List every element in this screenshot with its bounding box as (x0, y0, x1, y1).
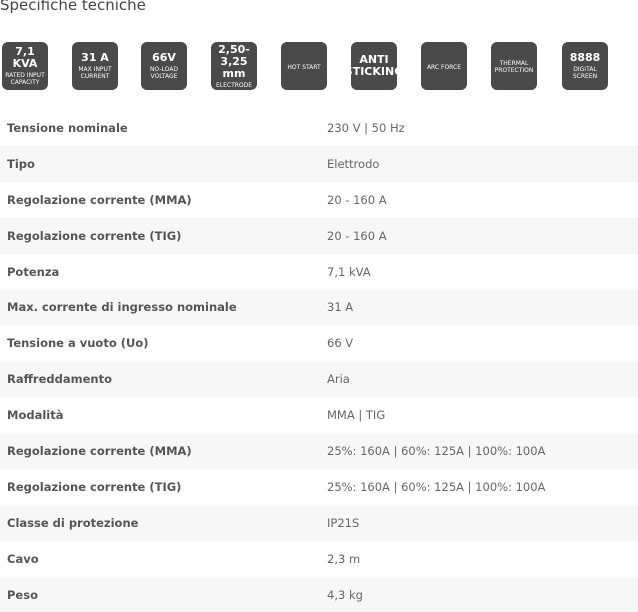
spec-value: 25%: 160A | 60%: 125A | 100%: 100A (327, 443, 546, 458)
table-row: Tensione a vuoto (Uo) 66 V (0, 325, 638, 361)
spec-label: Tensione a vuoto (Uo) (7, 336, 149, 351)
feature-icon: HOT START (281, 42, 327, 90)
spec-value: 20 - 160 A (327, 228, 387, 243)
icon-caption: RATED INPUT CAPACITY (5, 72, 45, 86)
table-row: Cavo 2,3 m (0, 541, 638, 577)
spec-value: 7,1 kVA (327, 264, 371, 279)
feature-icon: ARC FORCE (421, 42, 467, 90)
spec-label: Tensione nominale (7, 120, 128, 135)
spec-label: Classe di protezione (7, 515, 139, 530)
table-row: Peso 4,3 kg (0, 576, 638, 612)
spec-label: Max. corrente di ingresso nominale (7, 300, 237, 315)
table-row: Tipo Elettrodo (0, 145, 638, 182)
spec-value: 31 A (327, 300, 354, 315)
icon-main-text: 66V (152, 51, 176, 64)
spec-value: IP21S (327, 515, 360, 530)
title: Specifiche tecniche (0, 0, 146, 14)
spec-value: 4,3 kg (327, 587, 363, 602)
spec-value: MMA | TIG (327, 408, 386, 423)
feature-icon: THERMAL PROTECTION (491, 42, 537, 90)
feature-icon: 8888 DIGITAL SCREEN (562, 42, 608, 90)
table-row: Raffreddamento Aria (0, 361, 638, 398)
icon-main-text: 31 A (81, 51, 109, 64)
table-row: Modalità MMA | TIG (0, 397, 638, 433)
icon-caption: HOT START (287, 63, 321, 71)
spec-label: Tipo (7, 156, 35, 171)
spec-label: Regolazione corrente (MMA) (7, 443, 192, 458)
spec-value: 2,3 m (327, 551, 361, 566)
spec-label: Regolazione corrente (TIG) (7, 228, 182, 243)
icon-main-text: 2,50-3,25 mm (218, 42, 250, 80)
feature-icon: 31 A MAX INPUT CURRENT (72, 42, 118, 90)
spec-label: Regolazione corrente (MMA) (7, 192, 192, 207)
icon-caption: MAX INPUT CURRENT (78, 66, 112, 80)
icon-caption: DIGITAL SCREEN (572, 66, 598, 80)
spec-label: Peso (7, 587, 38, 602)
feature-icon: 66V NO-LOAD VOLTAGE (141, 42, 187, 90)
feature-icon: ANTI STICKING (345, 42, 403, 90)
table-row: Regolazione corrente (TIG) 20 - 160 A (0, 217, 638, 254)
table-row: Regolazione corrente (MMA) 20 - 160 A (0, 182, 638, 218)
icon-main-text: 8888 (569, 51, 601, 64)
icon-caption: THERMAL PROTECTION (494, 60, 534, 74)
spec-value: Aria (327, 372, 350, 387)
feature-icon: 2,50-3,25 mm ELECTRODE (211, 42, 257, 90)
spec-label: Raffreddamento (7, 372, 112, 387)
table-row: Classe di protezione IP21S (0, 504, 638, 541)
spec-value: 66 V (327, 336, 354, 351)
table-row: Potenza 7,1 kVA (0, 254, 638, 290)
spec-value: 230 V | 50 Hz (327, 120, 405, 135)
spec-label: Modalità (7, 408, 64, 423)
spec-value: 20 - 160 A (327, 192, 387, 207)
table-row: Max. corrente di ingresso nominale 31 A (0, 289, 638, 326)
spec-label: Cavo (7, 551, 39, 566)
icon-caption: NO-LOAD VOLTAGE (149, 66, 178, 80)
icon-caption: ELECTRODE (215, 81, 253, 89)
table-row: Tensione nominale 230 V | 50 Hz (0, 110, 638, 146)
icon-main-text: 7,1 KVA (12, 45, 38, 70)
spec-label: Potenza (7, 264, 60, 279)
icon-caption: ARC FORCE (426, 63, 462, 71)
spec-value: Elettrodo (327, 156, 380, 171)
icon-main-text: ANTI STICKING (344, 53, 404, 78)
table-row: Regolazione corrente (MMA) 25%: 160A | 60… (0, 433, 638, 469)
spec-table: Tensione nominale 230 V | 50 Hz Tipo Elettr… (0, 110, 638, 612)
feature-icon: 7,1 KVA RATED INPUT CAPACITY (2, 42, 48, 90)
icon-row: 7,1 KVA RATED INPUT CAPACITY 31 A MAX INPUT… (2, 42, 638, 90)
table-row: Regolazione corrente (TIG) 25%: 160A | 60… (0, 469, 638, 505)
spec-label: Regolazione corrente (TIG) (7, 479, 182, 494)
spec-value: 25%: 160A | 60%: 125A | 100%: 100A (327, 479, 546, 494)
